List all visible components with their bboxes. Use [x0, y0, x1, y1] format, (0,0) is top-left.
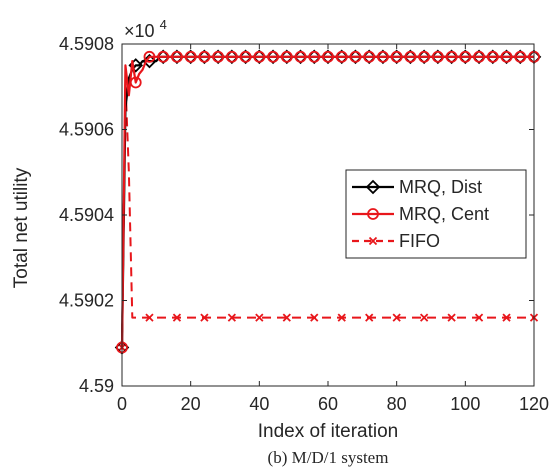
- y-tick-label: 4.5904: [59, 205, 114, 225]
- data-point: [419, 313, 429, 322]
- data-point: [459, 50, 472, 63]
- legend-item: MRQ, Dist: [352, 177, 482, 197]
- data-point: [500, 50, 513, 63]
- data-point: [171, 50, 183, 63]
- data-point: [267, 50, 279, 63]
- data-point: [322, 50, 334, 63]
- legend: MRQ, Dist MRQ, Cent FIFO: [345, 169, 527, 259]
- data-point: [418, 50, 431, 63]
- data-point: [280, 50, 293, 63]
- data-point: [474, 313, 484, 322]
- data-point: [157, 50, 170, 63]
- figure-caption: (b) M/D/1 system: [268, 448, 389, 467]
- data-point: [308, 50, 321, 63]
- data-point: [431, 50, 444, 63]
- data-point: [310, 313, 319, 322]
- x-tick-label: 80: [387, 394, 407, 414]
- data-point: [225, 50, 238, 63]
- x-tick-label: 0: [117, 394, 127, 414]
- data-point: [502, 313, 511, 322]
- legend-marker: [368, 236, 378, 246]
- tick-labels: 0 20 40 60 80 100 120 4.59 4.5902 4.5904 4.5906 4.5…: [59, 34, 549, 414]
- data-point: [335, 50, 348, 63]
- x-tick-label: 40: [249, 394, 269, 414]
- series-fifo: [117, 81, 539, 352]
- series-line: [121, 81, 534, 348]
- data-point: [349, 50, 362, 63]
- data-point: [445, 50, 458, 63]
- data-point: [473, 50, 485, 63]
- data-point: [227, 313, 237, 322]
- legend-label: MRQ, Dist: [399, 177, 482, 197]
- data-point: [184, 50, 197, 63]
- axis-multiplier: ×10 4: [124, 17, 167, 41]
- y-axis-label: Total net utility: [11, 167, 32, 288]
- data-point: [143, 50, 156, 63]
- data-point: [447, 313, 456, 322]
- data-point: [198, 50, 211, 63]
- series-line: [120, 55, 534, 348]
- data-point: [200, 313, 209, 322]
- legend-marker: [365, 179, 381, 195]
- data-point: [365, 313, 374, 322]
- data-point: [404, 50, 417, 63]
- legend-label: FIFO: [399, 231, 440, 251]
- data-point: [392, 313, 401, 322]
- legend-item: MRQ, Cent: [352, 204, 489, 224]
- axes: [121, 43, 535, 387]
- y-tick-label: 4.59: [79, 376, 114, 396]
- data-point: [390, 50, 403, 63]
- legend-marker: [367, 208, 379, 220]
- y-tick-label: 4.5906: [59, 120, 114, 140]
- data-point: [145, 313, 154, 322]
- series-layer: [114, 49, 542, 355]
- data-point: [212, 50, 225, 63]
- data-point: [363, 50, 376, 63]
- multiplier-base: ×10: [124, 21, 155, 41]
- data-point: [294, 50, 307, 63]
- x-tick-label: 100: [450, 394, 480, 414]
- data-point: [239, 50, 252, 63]
- data-point: [172, 313, 182, 322]
- data-point: [377, 50, 389, 63]
- multiplier-exponent: 4: [160, 17, 167, 32]
- legend-item: FIFO: [352, 231, 440, 251]
- data-point: [514, 50, 527, 63]
- x-tick-label: 20: [181, 394, 201, 414]
- data-point: [486, 50, 499, 63]
- y-tick-label: 4.5902: [59, 291, 114, 311]
- x-tick-label: 60: [318, 394, 338, 414]
- y-tick-label: 4.5908: [59, 34, 114, 54]
- legend-label: MRQ, Cent: [399, 204, 489, 224]
- data-point: [337, 313, 346, 322]
- series-mrq-cent: [116, 50, 540, 354]
- data-point: [255, 313, 264, 322]
- x-tick-label: 120: [519, 394, 549, 414]
- data-point: [282, 313, 291, 322]
- data-point: [129, 76, 142, 89]
- data-point: [253, 50, 266, 63]
- x-axis-label: Index of iteration: [258, 421, 398, 442]
